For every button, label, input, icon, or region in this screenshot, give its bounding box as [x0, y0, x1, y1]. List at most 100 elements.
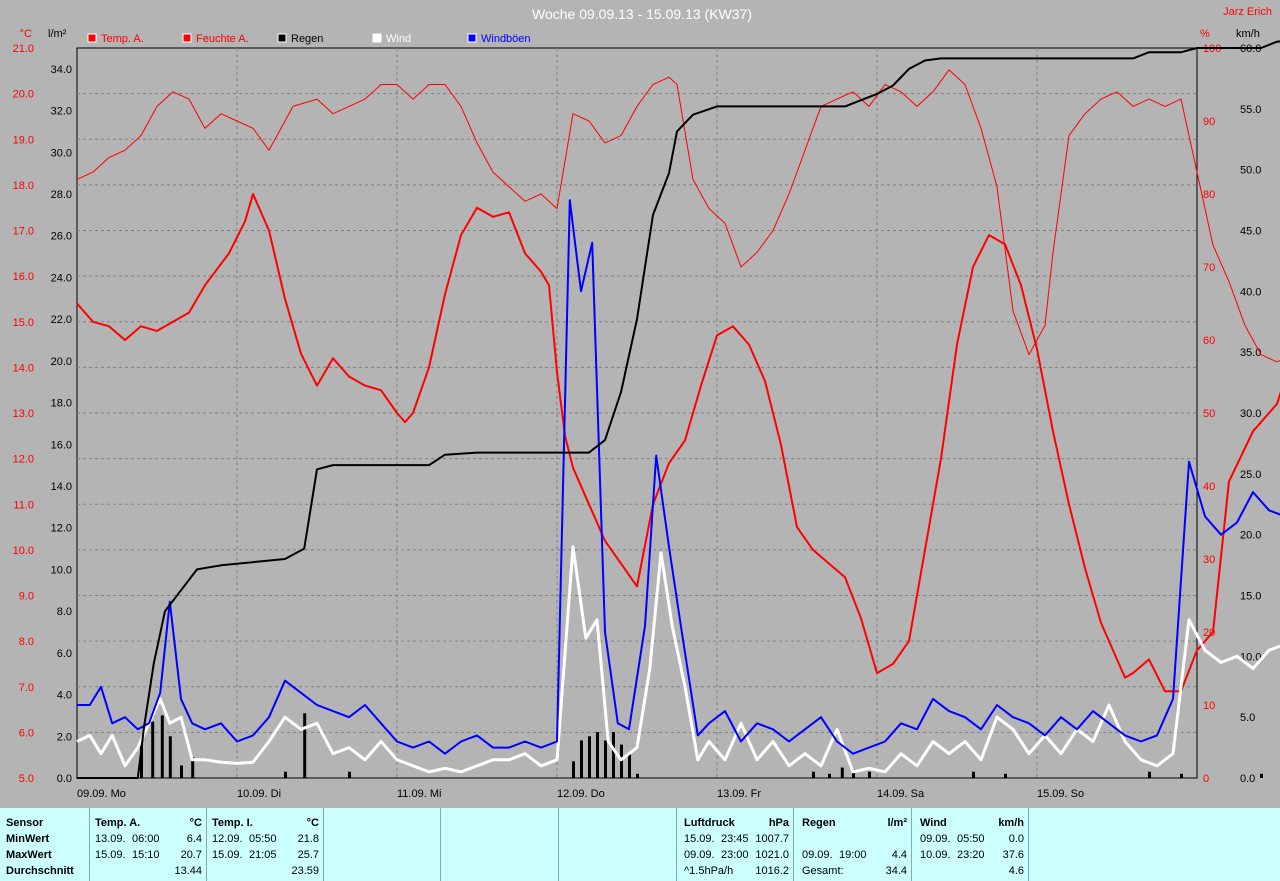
- humidity-tick-label: 90: [1203, 116, 1215, 128]
- pressure-max-value: 1021.0: [755, 849, 789, 861]
- rain-tick-label: 6.0: [57, 648, 72, 660]
- row-label-min: MinWert: [6, 833, 50, 845]
- temp-a-min-time: 06:00: [132, 833, 160, 845]
- rain-bar: [852, 769, 855, 778]
- rain-bar: [828, 773, 831, 778]
- stats-pressure: Luftdruck hPa 15.09. 23:45 1007.7 09.09. 23:…: [677, 808, 794, 881]
- temp-a-max-time: 15:10: [132, 849, 160, 861]
- temp-tick-label: 11.0: [13, 499, 34, 511]
- day-axis: 09.09. Mo 10.09. Di 11.09. Mi 12.09. Do 13.0…: [77, 788, 1084, 800]
- wind-axis: 0.0 5.0 10.0 15.0 20.0 25.0 30.0 35.0 40.0 45.0 50…: [1240, 43, 1261, 785]
- rain-bars: [140, 713, 1263, 778]
- rain-bar: [140, 740, 143, 778]
- series-line-temp-a: [76, 193, 1280, 693]
- pressure-min-date: 15.09.: [684, 833, 715, 845]
- humidity-tick-label: 50: [1203, 408, 1215, 420]
- day-tick-label: 12.09. Do: [557, 788, 605, 800]
- temp-tick-label: 18.0: [13, 180, 34, 192]
- rain-tick-label: 4.0: [57, 690, 72, 702]
- wind-max-date: 10.09.: [920, 849, 951, 861]
- humidity-tick-label: 10: [1203, 700, 1215, 712]
- humidity-tick-label: 80: [1203, 189, 1215, 201]
- chart-background: [0, 0, 1280, 808]
- author-label: Jarz Erich: [1223, 6, 1272, 18]
- stats-temp-indoor: Temp. I. °C 12.09. 05:50 21.8 15.09. 21:05 25…: [207, 808, 324, 881]
- day-tick-label: 15.09. So: [1037, 788, 1084, 800]
- temp-a-min-value: 6.4: [186, 833, 202, 845]
- temp-a-unit: °C: [189, 817, 202, 829]
- wind-tick-label: 40.0: [1240, 286, 1261, 298]
- humidity-tick-label: 70: [1203, 262, 1215, 274]
- rain-bar: [168, 736, 172, 778]
- pressure-avg-value: 1016.2: [755, 865, 789, 877]
- pressure-min-time: 23:45: [721, 833, 749, 845]
- temp-i-min-value: 21.8: [297, 833, 319, 845]
- rain-axis: 0.0 2.0 4.0 6.0 8.0 10.0 12.0 14.0 16.0 18.0 20.0 2…: [51, 64, 72, 785]
- temp-i-avg-value: 23.59: [291, 865, 319, 877]
- pressure-unit: hPa: [768, 817, 789, 829]
- rain-total-value: 34.4: [885, 865, 907, 877]
- grid-lines: [77, 48, 1197, 778]
- temp-i-max-date: 15.09.: [212, 849, 243, 861]
- rain-bar: [972, 771, 975, 778]
- rain-unit: l/m²: [887, 817, 907, 829]
- rain-bar: [628, 752, 631, 778]
- rain-tick-label: 8.0: [57, 606, 72, 618]
- stats-table: Sensor MinWert MaxWert Durchschnitt Temp…: [0, 808, 1280, 881]
- rain-tick-label: 14.0: [51, 481, 72, 493]
- rain-tick-label: 34.0: [51, 64, 72, 76]
- temp-a-max-date: 15.09.: [95, 849, 126, 861]
- rain-tick-label: 18.0: [51, 398, 72, 410]
- rain-total-label: Gesamt:: [802, 865, 844, 877]
- humidity-unit-label: %: [1200, 28, 1210, 40]
- rain-tick-label: 0.0: [57, 773, 72, 785]
- humidity-tick-label: 30: [1203, 554, 1215, 566]
- wind-tick-label: 0.0: [1240, 773, 1255, 785]
- temp-tick-label: 9.0: [19, 591, 34, 603]
- temp-tick-label: 12.0: [13, 454, 34, 466]
- series-lines: [76, 40, 1280, 779]
- rain-bar: [636, 773, 639, 778]
- temp-a-title: Temp. A.: [95, 817, 141, 829]
- series-line-regen: [77, 40, 1280, 779]
- pressure-title: Luftdruck: [684, 817, 735, 829]
- rain-tick-label: 24.0: [51, 272, 72, 284]
- temp-tick-label: 16.0: [13, 271, 34, 283]
- humidity-tick-label: 20: [1203, 627, 1215, 639]
- series-line-wind: [76, 545, 1280, 774]
- temp-tick-label: 20.0: [13, 89, 34, 101]
- rain-max-time: 19:00: [839, 849, 867, 861]
- temp-tick-label: 19.0: [13, 134, 34, 146]
- temp-tick-label: 14.0: [13, 362, 34, 374]
- rain-tick-label: 28.0: [51, 189, 72, 201]
- rain-bar: [596, 732, 599, 778]
- rain-max-date: 09.09.: [802, 849, 833, 861]
- temp-tick-label: 17.0: [13, 226, 34, 238]
- wind-avg-value: 4.6: [1008, 865, 1024, 877]
- legend-label-humidity: Feuchte A.: [196, 33, 249, 45]
- day-tick-label: 13.09. Fr: [717, 788, 761, 800]
- day-tick-label: 11.09. Mi: [397, 788, 441, 800]
- rain-bar: [1260, 773, 1263, 778]
- legend-swatch-gusts: [467, 33, 477, 43]
- rain-bar: [612, 732, 615, 778]
- legend-swatch-temp: [87, 33, 97, 43]
- row-label-avg: Durchschnitt: [6, 865, 74, 877]
- stats-rain: Regen l/m² 09.09. 19:00 4.4 Gesamt: 34.4: [794, 808, 912, 881]
- temp-i-title: Temp. I.: [212, 817, 253, 829]
- legend-label-gusts: Windböen: [481, 33, 531, 45]
- temp-axis: 5.0 6.0 7.0 8.0 9.0 10.0 11.0 12.0 13.0 14.0 15.0 1…: [13, 43, 34, 785]
- wind-tick-label: 30.0: [1240, 408, 1261, 420]
- rain-tick-label: 16.0: [51, 439, 72, 451]
- wind-tick-label: 20.0: [1240, 530, 1261, 542]
- series-line-windb-en: [77, 199, 1280, 755]
- pressure-trend: ^1.5hPa/h: [684, 865, 734, 877]
- wind-tick-label: 35.0: [1240, 347, 1261, 359]
- temp-i-min-date: 12.09.: [212, 833, 243, 845]
- temp-a-min-date: 13.09.: [95, 833, 126, 845]
- wind-tick-label: 10.0: [1240, 651, 1261, 663]
- temp-tick-label: 13.0: [13, 408, 34, 420]
- temp-a-avg-value: 13.44: [174, 865, 202, 877]
- stats-wind: Wind km/h 09.09. 05:50 0.0 10.09. 23:20 37.6 …: [912, 808, 1029, 881]
- pressure-max-date: 09.09.: [684, 849, 715, 861]
